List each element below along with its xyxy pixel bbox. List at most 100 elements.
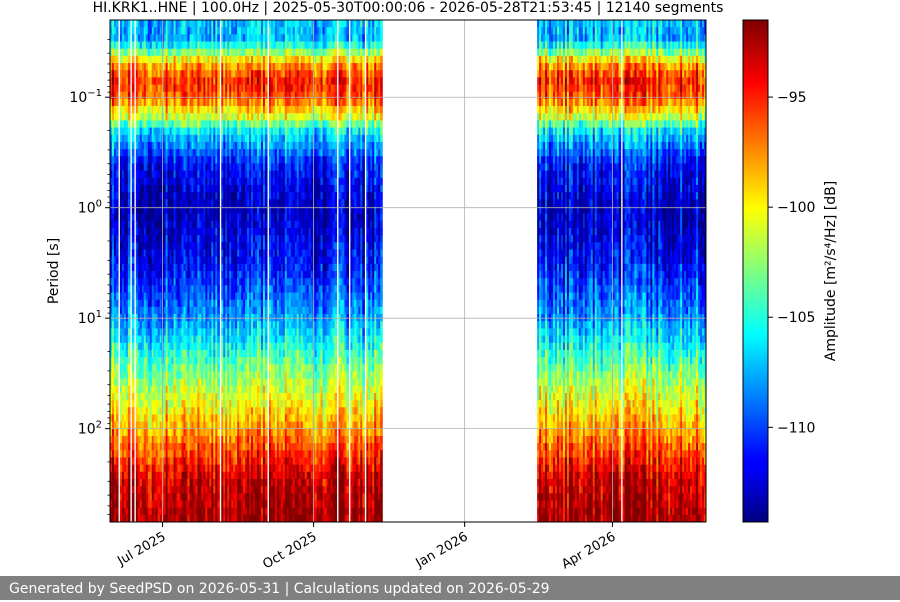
heatmap-cell: [132, 328, 135, 336]
heatmap-cell: [132, 407, 135, 415]
heatmap-cell: [116, 27, 119, 35]
heatmap-cell: [217, 429, 220, 437]
heatmap-cell: [116, 414, 119, 422]
heatmap-cell: [132, 92, 135, 100]
heatmap-cell: [116, 63, 119, 71]
heatmap-cell: [128, 128, 131, 136]
heatmap-cell: [217, 515, 220, 523]
heatmap-cell: [132, 77, 135, 85]
heatmap-cell: [116, 156, 119, 164]
heatmap-cell: [116, 113, 119, 121]
heatmap-cell: [217, 328, 220, 336]
heatmap-cell: [132, 457, 135, 465]
heatmap-cell: [132, 400, 135, 408]
heatmap-cell: [116, 70, 119, 78]
heatmap-cell: [217, 235, 220, 243]
heatmap-cell: [128, 300, 131, 308]
heatmap-cell: [116, 20, 119, 28]
heatmap-cell: [116, 49, 119, 57]
heatmap-cell: [116, 185, 119, 193]
heatmap-cell: [128, 135, 131, 143]
heatmap-cell: [217, 249, 220, 257]
heatmap-cell: [116, 407, 119, 415]
heatmap-cell: [116, 500, 119, 508]
heatmap-cell: [217, 171, 220, 179]
heatmap-cell: [132, 443, 135, 451]
heatmap-cell: [116, 400, 119, 408]
heatmap-cell: [116, 386, 119, 394]
heatmap-cell: [116, 379, 119, 387]
heatmap-cell: [132, 249, 135, 257]
heatmap-cell: [128, 228, 131, 236]
heatmap-cell: [116, 465, 119, 473]
heatmap-cell: [217, 113, 220, 121]
heatmap-cell: [132, 357, 135, 365]
heatmap-cell: [116, 85, 119, 93]
heatmap-cell: [132, 113, 135, 121]
heatmap-cell: [132, 429, 135, 437]
heatmap-cell: [116, 393, 119, 401]
heatmap-cell: [128, 472, 131, 480]
heatmap-cell: [116, 371, 119, 379]
heatmap-cell: [116, 300, 119, 308]
heatmap-cell: [128, 171, 131, 179]
heatmap-cell: [128, 63, 131, 71]
heatmap-cell: [128, 386, 131, 394]
heatmap-cell: [217, 27, 220, 35]
heatmap-cell: [217, 414, 220, 422]
heatmap-cell: [128, 70, 131, 78]
heatmap-cell: [132, 257, 135, 265]
heatmap-cell: [132, 493, 135, 501]
heatmap-cell: [217, 343, 220, 351]
heatmap-cell: [217, 321, 220, 329]
heatmap-cell: [217, 120, 220, 128]
heatmap-cell: [128, 92, 131, 100]
heatmap-cell: [128, 465, 131, 473]
heatmap-cell: [217, 214, 220, 222]
heatmap-cell: [116, 307, 119, 315]
heatmap-cell: [132, 242, 135, 250]
heatmap-cell: [217, 393, 220, 401]
heatmap-cell: [128, 56, 131, 64]
heatmap-cell: [116, 228, 119, 236]
heatmap-cell: [116, 128, 119, 136]
heatmap-cell: [132, 285, 135, 293]
heatmap-cell: [128, 486, 131, 494]
heatmap-cell: [132, 99, 135, 107]
heatmap-cell: [217, 257, 220, 265]
heatmap-cell: [132, 343, 135, 351]
heatmap-cell: [132, 300, 135, 308]
heatmap-cell: [217, 465, 220, 473]
heatmap-cell: [217, 300, 220, 308]
heatmap-cell: [116, 163, 119, 171]
heatmap-cell: [217, 264, 220, 272]
heatmap-cell: [132, 450, 135, 458]
heatmap-cell: [217, 242, 220, 250]
heatmap-cell: [132, 235, 135, 243]
heatmap-cell: [128, 343, 131, 351]
heatmap-cell: [132, 56, 135, 64]
heatmap-cell: [116, 350, 119, 358]
heatmap-cell: [116, 178, 119, 186]
heatmap-cell: [116, 278, 119, 286]
heatmap-cell: [132, 221, 135, 229]
heatmap-cell: [132, 163, 135, 171]
heatmap-cell: [116, 508, 119, 516]
heatmap-cell: [132, 321, 135, 329]
heatmap-cell: [128, 34, 131, 42]
psd-chart: HI.KRK1..HNE | 100.0Hz | 2025-05-30T00:0…: [0, 0, 900, 576]
heatmap-cell: [132, 199, 135, 207]
heatmap-cell: [116, 321, 119, 329]
heatmap-cell: [132, 500, 135, 508]
heatmap-cell: [128, 142, 131, 150]
heatmap-cell: [116, 34, 119, 42]
heatmap-cell: [116, 515, 119, 523]
heatmap-cell: [116, 364, 119, 372]
heatmap-cell: [116, 242, 119, 250]
heatmap-cell: [128, 99, 131, 107]
heatmap-cell: [132, 42, 135, 50]
heatmap-cell: [132, 271, 135, 279]
heatmap-cell: [128, 393, 131, 401]
heatmap-cell: [132, 264, 135, 272]
heatmap-cell: [128, 407, 131, 415]
